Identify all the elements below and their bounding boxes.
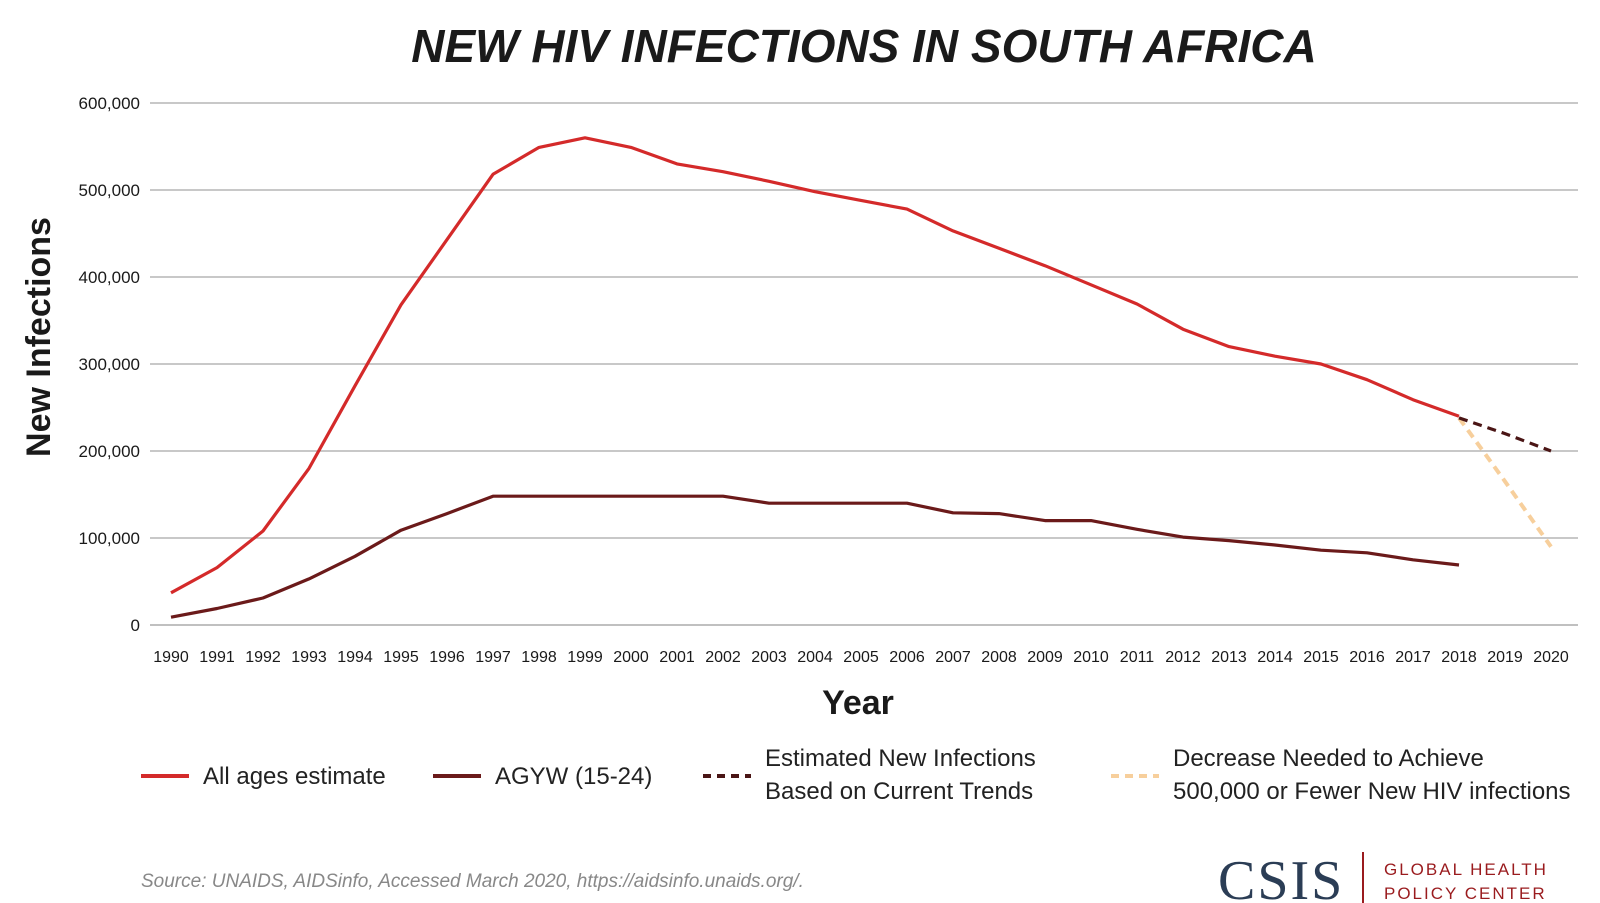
x-tick-label: 2005 <box>843 649 879 666</box>
x-tick-labels: 1990 1991 1992 1993 1994 1995 1996 1997 1998 1999… <box>153 649 1569 666</box>
x-axis-label: Year <box>822 684 894 722</box>
x-tick-label: 2003 <box>751 649 787 666</box>
y-tick-label: 600,000 <box>79 94 140 113</box>
x-tick-label: 2007 <box>935 649 971 666</box>
series-line-4 <box>1457 416 1553 548</box>
legend-label-4: 500,000 or Fewer New HIV infections <box>1173 778 1571 805</box>
y-tick-label: 300,000 <box>79 355 140 374</box>
x-tick-label: 2012 <box>1165 649 1201 666</box>
legend: All ages estimate AGYW (15-24) Estimated N… <box>141 745 1571 805</box>
x-tick-label: 2014 <box>1257 649 1293 666</box>
x-tick-label: 2006 <box>889 649 925 666</box>
x-tick-label: 2001 <box>659 649 695 666</box>
x-tick-label: 1997 <box>475 649 511 666</box>
legend-label-3: Based on Current Trends <box>765 778 1033 805</box>
x-tick-label: 2018 <box>1441 649 1477 666</box>
x-tick-label: 1995 <box>383 649 419 666</box>
x-tick-label: 1993 <box>291 649 327 666</box>
series-lines <box>170 136 1553 619</box>
gridlines <box>150 102 1578 626</box>
center-name-line1: GLOBAL HEALTH <box>1384 860 1548 879</box>
y-axis-label: New Infections <box>20 217 58 457</box>
y-tick-label: 0 <box>131 616 140 635</box>
csis-logo: CSIS <box>1218 850 1344 903</box>
y-tick-label: 200,000 <box>79 442 140 461</box>
x-tick-label: 2002 <box>705 649 741 666</box>
x-tick-label: 2010 <box>1073 649 1109 666</box>
x-tick-label: 1991 <box>199 649 235 666</box>
x-tick-label: 2008 <box>981 649 1017 666</box>
x-tick-label: 1996 <box>429 649 465 666</box>
series-line-2 <box>170 494 1460 619</box>
legend-label-3: Estimated New Infections <box>765 745 1036 772</box>
x-tick-label: 2000 <box>613 649 649 666</box>
x-tick-label: 2004 <box>797 649 833 666</box>
legend-label-1: All ages estimate <box>203 763 386 790</box>
x-tick-label: 2013 <box>1211 649 1247 666</box>
x-tick-label: 1999 <box>567 649 603 666</box>
center-name-line2: POLICY CENTER <box>1384 884 1547 903</box>
csis-branding: CSIS GLOBAL HEALTH POLICY CENTER <box>1218 850 1548 903</box>
y-tick-label: 500,000 <box>79 181 140 200</box>
series-line-1 <box>170 136 1460 595</box>
x-tick-label: 2020 <box>1533 649 1569 666</box>
series-line-3 <box>1458 416 1552 453</box>
x-tick-label: 2017 <box>1395 649 1431 666</box>
x-tick-label: 2019 <box>1487 649 1523 666</box>
legend-label-2: AGYW (15-24) <box>495 763 652 790</box>
y-tick-label: 400,000 <box>79 268 140 287</box>
x-tick-label: 2016 <box>1349 649 1385 666</box>
source-note: Source: UNAIDS, AIDSinfo, Accessed March… <box>141 871 804 892</box>
x-tick-label: 2009 <box>1027 649 1063 666</box>
x-tick-label: 2011 <box>1120 649 1155 666</box>
chart-title: NEW HIV INFECTIONS IN SOUTH AFRICA <box>411 20 1317 72</box>
y-tick-label: 100,000 <box>79 529 140 548</box>
x-tick-label: 2015 <box>1303 649 1339 666</box>
legend-label-4: Decrease Needed to Achieve <box>1173 745 1484 772</box>
x-tick-label: 1998 <box>521 649 557 666</box>
x-tick-label: 1994 <box>337 649 373 666</box>
x-tick-label: 1992 <box>245 649 281 666</box>
y-tick-labels: 0 100,000 200,000 300,000 400,000 500,000 600,… <box>79 94 140 635</box>
x-tick-label: 1990 <box>153 649 189 666</box>
